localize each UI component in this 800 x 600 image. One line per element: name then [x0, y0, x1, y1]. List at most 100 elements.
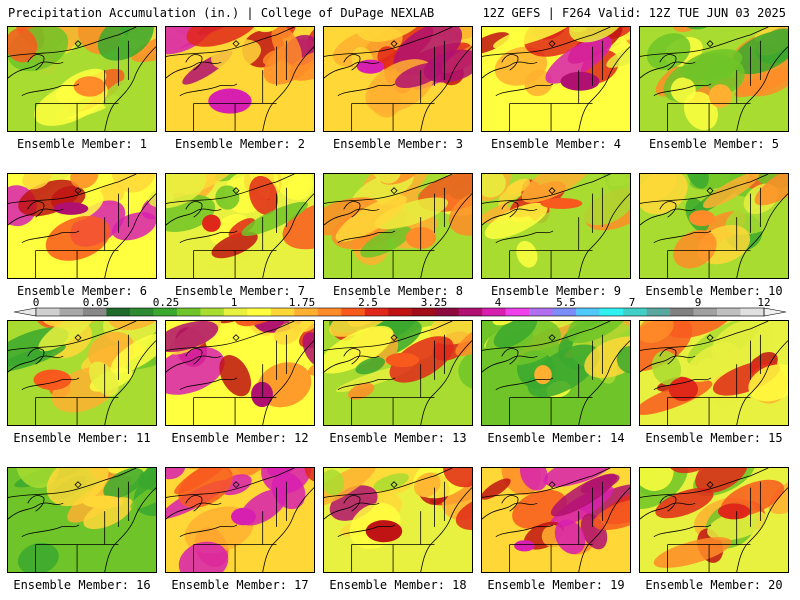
- legend-swatch: [59, 308, 84, 316]
- legend-tick-label: 7: [629, 296, 636, 309]
- legend-swatch: [388, 308, 413, 316]
- legend-tick-label: 5.5: [556, 296, 576, 309]
- legend-swatch: [599, 308, 624, 316]
- ensemble-member-label: Ensemble Member: 1: [16, 137, 148, 151]
- precipitation-map: [323, 320, 473, 426]
- ensemble-panel: Ensemble Member: 4: [481, 26, 631, 151]
- ensemble-member-label: Ensemble Member: 6: [16, 284, 148, 298]
- legend-swatch: [82, 308, 107, 316]
- legend-swatch: [341, 308, 366, 316]
- precipitation-map: [323, 26, 473, 132]
- ensemble-panel: Ensemble Member: 8: [323, 173, 473, 298]
- ensemble-panel: Ensemble Member: 20: [639, 467, 789, 592]
- precipitation-map: [481, 26, 631, 132]
- ensemble-member-label: Ensemble Member: 3: [332, 137, 464, 151]
- ensemble-member-label: Ensemble Member: 2: [174, 137, 306, 151]
- ensemble-panel: Ensemble Member: 19: [481, 467, 631, 592]
- legend-swatch: [176, 308, 201, 316]
- legend-swatch: [200, 308, 225, 316]
- color-scale-legend: 0 0.05 0.25 1 1.75 2.5 3.25 4 5.5 7 9 12: [13, 296, 787, 317]
- precipitation-map: [481, 320, 631, 426]
- legend-swatch: [247, 308, 272, 316]
- ensemble-member-label: Ensemble Member: 11: [13, 431, 151, 445]
- ensemble-panel: Ensemble Member: 16: [7, 467, 157, 592]
- ensemble-panel: Ensemble Member: 9: [481, 173, 631, 298]
- legend-swatch: [270, 308, 295, 316]
- ensemble-panel: Ensemble Member: 7: [165, 173, 315, 298]
- ensemble-member-label: Ensemble Member: 17: [171, 578, 309, 592]
- ensemble-panel: Ensemble Member: 2: [165, 26, 315, 151]
- legend-tick-label: 0.25: [153, 296, 180, 309]
- ensemble-panel: Ensemble Member: 6: [7, 173, 157, 298]
- legend-swatch: [552, 308, 577, 316]
- legend-swatch: [364, 308, 389, 316]
- ensemble-member-label: Ensemble Member: 5: [648, 137, 780, 151]
- ensemble-panel: Ensemble Member: 11: [7, 320, 157, 445]
- precipitation-map: [323, 467, 473, 573]
- precipitation-map: [481, 467, 631, 573]
- legend-swatch: [623, 308, 647, 316]
- legend-swatch: [717, 308, 741, 316]
- model-run-label: 12Z GEFS | F264 Valid: 12Z TUE JUN 03 20…: [482, 6, 786, 20]
- legend-swatch: [505, 308, 530, 316]
- ensemble-member-label: Ensemble Member: 20: [645, 578, 783, 592]
- map-title: Precipitation Accumulation (in.) | Colle…: [8, 6, 435, 20]
- ensemble-panel: Ensemble Member: 13: [323, 320, 473, 445]
- legend-swatch: [740, 308, 765, 316]
- legend-swatch: [435, 308, 460, 316]
- precipitation-map: [323, 173, 473, 279]
- ensemble-member-label: Ensemble Member: 14: [487, 431, 625, 445]
- legend-tick-label: 3.25: [421, 296, 448, 309]
- precipitation-map: [481, 173, 631, 279]
- precipitation-map: [639, 173, 789, 279]
- precipitation-map: [165, 467, 315, 573]
- precipitation-map: [7, 26, 157, 132]
- legend-tick-label: 9: [695, 296, 702, 309]
- ensemble-member-label: Ensemble Member: 13: [329, 431, 467, 445]
- ensemble-panel: Ensemble Member: 14: [481, 320, 631, 445]
- ensemble-member-label: Ensemble Member: 7: [174, 284, 306, 298]
- precipitation-map: [7, 320, 157, 426]
- legend-tick-label: 1: [231, 296, 238, 309]
- legend-swatch: [223, 308, 248, 316]
- legend-swatch: [411, 308, 436, 316]
- precipitation-map: [7, 173, 157, 279]
- precipitation-map: [165, 173, 315, 279]
- precipitation-map: [7, 467, 157, 573]
- ensemble-member-label: Ensemble Member: 8: [332, 284, 464, 298]
- ensemble-panel: Ensemble Member: 15: [639, 320, 789, 445]
- legend-swatch: [670, 308, 694, 316]
- ensemble-panel: Ensemble Member: 1: [7, 26, 157, 151]
- ensemble-panel: Ensemble Member: 18: [323, 467, 473, 592]
- legend-swatch: [317, 308, 342, 316]
- ensemble-panel: Ensemble Member: 12: [165, 320, 315, 445]
- legend-swatch: [153, 308, 178, 316]
- ensemble-panel: Ensemble Member: 17: [165, 467, 315, 592]
- precipitation-map: [165, 320, 315, 426]
- legend-left-arrow: [13, 307, 37, 317]
- legend-swatch: [106, 308, 131, 316]
- legend-tick-label: 4: [495, 296, 502, 309]
- precipitation-map: [165, 26, 315, 132]
- legend-tick-label: 2.5: [358, 296, 378, 309]
- legend-tick-label: 12: [757, 296, 770, 309]
- legend-swatch: [129, 308, 154, 316]
- ensemble-member-label: Ensemble Member: 12: [171, 431, 309, 445]
- ensemble-member-label: Ensemble Member: 4: [490, 137, 622, 151]
- legend-swatch: [693, 308, 718, 316]
- legend-right-arrow: [763, 307, 787, 317]
- ensemble-member-label: Ensemble Member: 18: [329, 578, 467, 592]
- precipitation-map: [639, 467, 789, 573]
- legend-tick-label: 0.05: [83, 296, 110, 309]
- legend-swatch: [36, 308, 60, 316]
- precipitation-map: [639, 26, 789, 132]
- ensemble-member-label: Ensemble Member: 19: [487, 578, 625, 592]
- legend-tick-label: 1.75: [289, 296, 316, 309]
- legend-swatch: [294, 308, 319, 316]
- legend-swatch: [646, 308, 671, 316]
- ensemble-member-label: Ensemble Member: 16: [13, 578, 151, 592]
- legend-swatch: [458, 308, 483, 316]
- ensemble-member-label: Ensemble Member: 15: [645, 431, 783, 445]
- ensemble-member-label: Ensemble Member: 9: [490, 284, 622, 298]
- legend-swatch: [482, 308, 506, 316]
